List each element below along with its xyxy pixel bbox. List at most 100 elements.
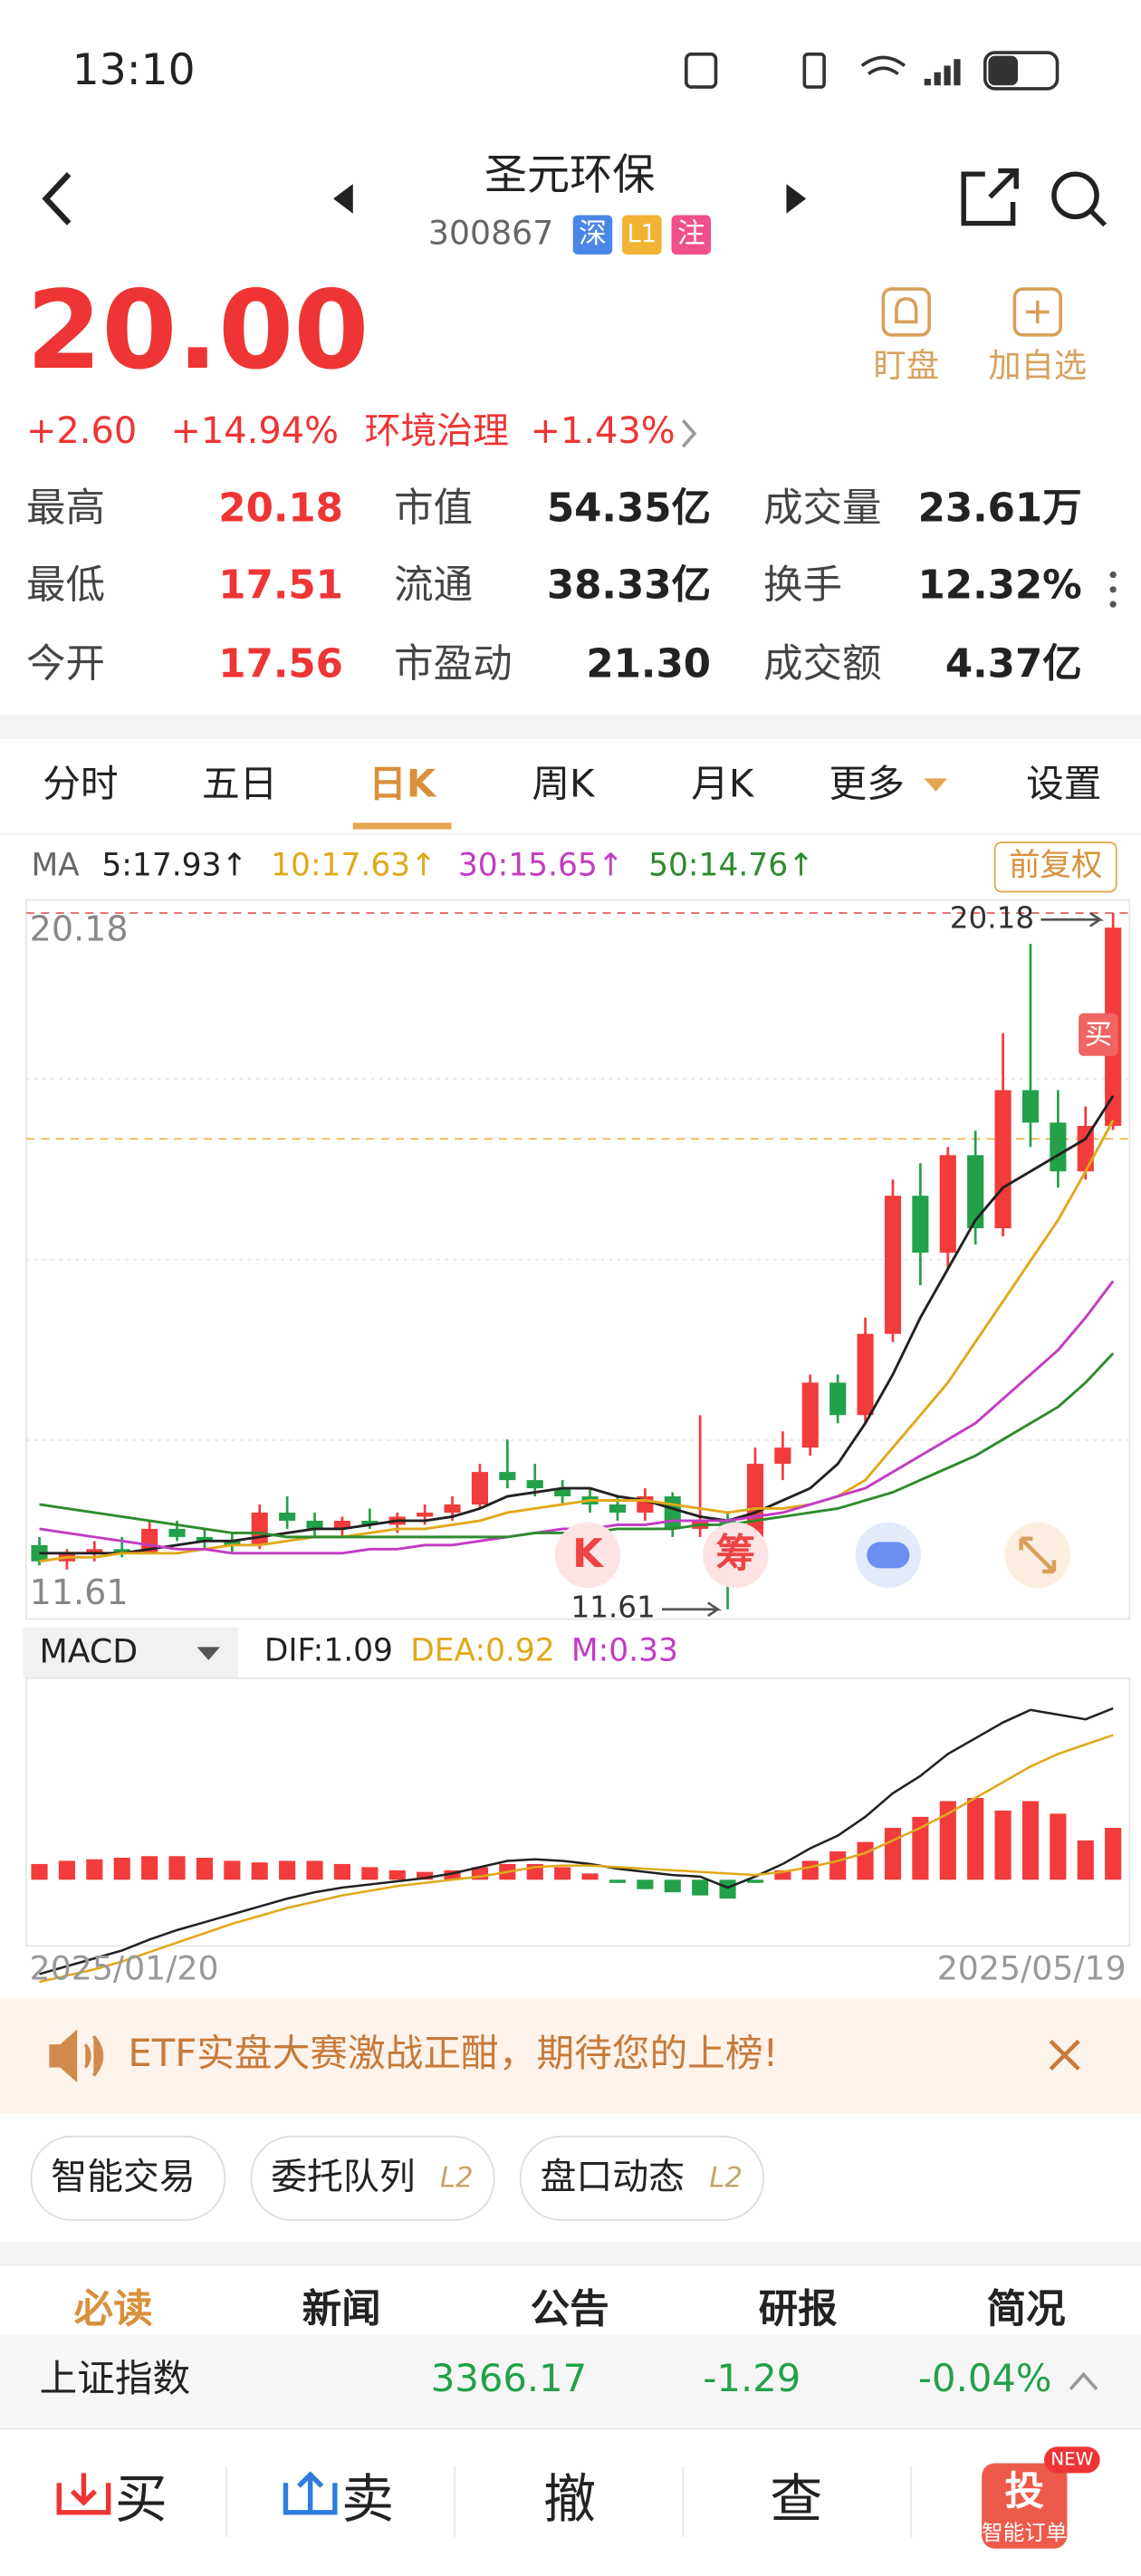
stat-label: 最低 — [26, 563, 105, 609]
price: 20.00 — [26, 268, 369, 394]
news-tab[interactable]: 新闻 — [302, 2287, 381, 2332]
k-label[interactable]: K — [572, 1532, 605, 1577]
stat-label: 今开 — [26, 642, 105, 687]
candle-body — [746, 1464, 764, 1537]
macd-label[interactable]: MACD — [40, 1632, 139, 1671]
ma-legend: 10:17.63↑ — [271, 848, 436, 884]
macd-bar — [113, 1857, 130, 1880]
chip-icon[interactable] — [702, 1522, 769, 1589]
more-dots[interactable] — [1109, 571, 1117, 608]
close-button[interactable] — [1049, 2039, 1080, 2071]
nav-icons — [56, 2471, 338, 2515]
stat-value: 21.30 — [586, 642, 711, 687]
macd-bar — [224, 1860, 241, 1880]
candle-body — [251, 1512, 268, 1545]
macd-bar — [746, 1879, 764, 1883]
candle-body — [884, 1196, 902, 1334]
tab[interactable]: 日K — [369, 761, 437, 805]
nav-button[interactable]: 卖 — [341, 2468, 394, 2530]
promo-glyph[interactable]: 投 — [1005, 2469, 1045, 2514]
chip-tag: L2 — [440, 2161, 474, 2194]
next-stock[interactable] — [786, 184, 807, 214]
stat-label: 换手 — [763, 563, 842, 609]
badge-text: L1 — [628, 220, 657, 248]
adjust-label[interactable]: 前复权 — [1009, 848, 1102, 884]
candle-body — [279, 1512, 296, 1521]
index-name: 上证指数 — [40, 2356, 191, 2400]
macd-bar — [719, 1879, 736, 1899]
nav-button[interactable]: 撤 — [543, 2468, 596, 2530]
chip[interactable] — [250, 2135, 495, 2222]
promo-icon[interactable] — [982, 2463, 1068, 2549]
macd-frame — [25, 1677, 1131, 1947]
dea-line — [39, 1734, 1114, 1984]
chip-label[interactable]: 智能交易 — [51, 2156, 196, 2197]
macd-bar — [141, 1856, 158, 1880]
macd-bar — [1105, 1828, 1122, 1880]
adjust-button[interactable] — [993, 841, 1117, 893]
nav-button[interactable]: 买 — [115, 2468, 168, 2530]
candle-body — [967, 1155, 984, 1229]
stat-label: 市值 — [394, 485, 473, 531]
macd-bar — [637, 1879, 654, 1889]
k-icon[interactable] — [554, 1522, 621, 1589]
share-button[interactable] — [961, 168, 1019, 226]
chip-label[interactable]: 委托队列 — [271, 2156, 416, 2197]
stat-value: 20.18 — [218, 485, 343, 531]
caret[interactable] — [1069, 2371, 1098, 2391]
candle-body — [306, 1520, 323, 1529]
macd-bar — [251, 1862, 268, 1880]
news-tab[interactable]: 研报 — [759, 2287, 838, 2332]
ma-line — [39, 1095, 1115, 1555]
banner[interactable] — [0, 1998, 1141, 2114]
badge — [671, 215, 712, 255]
chip-tag: L2 — [709, 2161, 743, 2194]
ma-line — [39, 1120, 1115, 1563]
tab[interactable]: 设置 — [1026, 761, 1101, 805]
chip-label[interactable]: 筹 — [715, 1532, 755, 1577]
promo-label[interactable]: 智能订单 — [982, 2520, 1067, 2545]
ma-legend: 30:15.65↑ — [458, 848, 624, 884]
macd-bar — [306, 1860, 323, 1880]
chip[interactable] — [519, 2135, 764, 2222]
news-tab[interactable]: 公告 — [531, 2287, 609, 2332]
alert-icon[interactable] — [881, 287, 931, 337]
y-max-label: 20.18 — [30, 908, 129, 948]
back-button[interactable] — [42, 172, 72, 226]
action-label[interactable]: 加自选 — [988, 346, 1087, 385]
tab[interactable]: 周K — [532, 761, 596, 805]
dropdown-arrow — [197, 1647, 220, 1660]
add-icon[interactable] — [1012, 287, 1062, 337]
macd-bar — [58, 1860, 75, 1880]
tab[interactable]: 五日 — [202, 761, 277, 805]
buy-marker[interactable] — [1079, 1013, 1118, 1056]
index-bar[interactable] — [0, 2335, 1141, 2427]
sector-pct[interactable]: +1.43% — [531, 410, 676, 452]
ma-label: MA — [31, 848, 80, 884]
stat-value: 54.35亿 — [547, 485, 711, 531]
buy-label[interactable]: 买 — [1084, 1018, 1112, 1051]
tab[interactable]: 分时 — [43, 761, 118, 805]
macd-bar — [939, 1801, 956, 1880]
low-marker: 11.61 — [570, 1591, 655, 1625]
macd-bar — [967, 1798, 984, 1880]
news-tab[interactable]: 必读 — [74, 2287, 153, 2332]
chip[interactable] — [30, 2135, 226, 2222]
macd-bar — [664, 1879, 681, 1893]
macd-bar — [444, 1870, 461, 1880]
tab[interactable]: 月K — [691, 761, 755, 805]
index-change: -1.29 — [703, 2356, 801, 2400]
start-date: 2025/01/20 — [30, 1949, 219, 1988]
tab[interactable]: 更多 — [829, 761, 905, 805]
search-button[interactable] — [1051, 171, 1107, 227]
candle-body — [1077, 1126, 1094, 1172]
sector[interactable]: 环境治理 — [364, 410, 509, 452]
candle-body — [86, 1549, 103, 1553]
prev-stock[interactable] — [333, 184, 353, 214]
nav-button[interactable]: 查 — [770, 2468, 822, 2530]
action-label[interactable]: 盯盘 — [873, 346, 939, 385]
news-tab[interactable]: 简况 — [987, 2287, 1066, 2332]
banner-text[interactable]: ETF实盘大赛激战正酣，期待您的上榜! — [128, 2031, 778, 2075]
chip-label[interactable]: 盘口动态 — [540, 2156, 685, 2197]
